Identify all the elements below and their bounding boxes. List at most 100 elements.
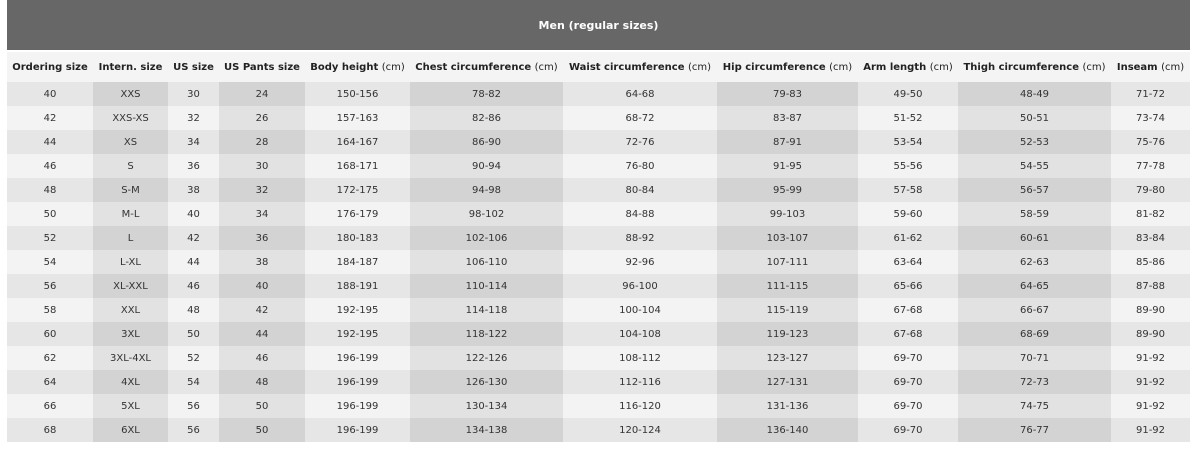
table-cell: 36 (219, 226, 305, 250)
table-cell: 34 (219, 202, 305, 226)
table-cell: 122-126 (410, 346, 563, 370)
table-cell: 114-118 (410, 298, 563, 322)
table-cell: 123-127 (717, 346, 858, 370)
column-label: Chest circumference (415, 61, 532, 73)
table-cell: 48-49 (958, 82, 1111, 106)
table-cell: 131-136 (717, 394, 858, 418)
table-cell: 56 (168, 418, 219, 442)
table-title: Men (regular sizes) (7, 0, 1190, 50)
column-header: Inseam (cm) (1111, 52, 1190, 82)
table-cell: 100-104 (563, 298, 717, 322)
table-cell: L (93, 226, 168, 250)
table-cell: 68 (7, 418, 93, 442)
table-cell: 75-76 (1111, 130, 1190, 154)
table-cell: 51-52 (858, 106, 958, 130)
table-cell: 63-64 (858, 250, 958, 274)
table-cell: 79-83 (717, 82, 858, 106)
table-cell: 44 (219, 322, 305, 346)
table-cell: 26 (219, 106, 305, 130)
table-cell: 5XL (93, 394, 168, 418)
table-row: 62 3XL-4XL 52 46 196-199 122-126 108-112 123-12… (7, 346, 1190, 370)
column-header: Ordering size (7, 52, 93, 82)
table-row: 46 S 36 30 168-171 90-94 76-80 91-95 55-56 54-55 7… (7, 154, 1190, 178)
table-cell: 83-87 (717, 106, 858, 130)
table-cell: 64-65 (958, 274, 1111, 298)
table-row: 52 L 42 36 180-183 102-106 88-92 103-107 61-62 60… (7, 226, 1190, 250)
table-cell: 66-67 (958, 298, 1111, 322)
table-cell: 94-98 (410, 178, 563, 202)
table-cell: 108-112 (563, 346, 717, 370)
table-cell: 48 (219, 370, 305, 394)
table-cell: 42 (219, 298, 305, 322)
table-cell: 88-92 (563, 226, 717, 250)
table-cell: 44 (7, 130, 93, 154)
table-cell: 30 (168, 82, 219, 106)
table-cell: 38 (168, 178, 219, 202)
column-label: Intern. size (98, 61, 163, 73)
table-cell: 134-138 (410, 418, 563, 442)
table-cell: 164-167 (305, 130, 410, 154)
table-cell: 91-92 (1111, 346, 1190, 370)
table-cell: 78-82 (410, 82, 563, 106)
column-unit: (cm) (687, 61, 712, 73)
table-cell: 67-68 (858, 298, 958, 322)
table-cell: 52-53 (958, 130, 1111, 154)
table-cell: 50 (168, 322, 219, 346)
table-cell: 157-163 (305, 106, 410, 130)
table-cell: 48 (168, 298, 219, 322)
table-cell: 69-70 (858, 418, 958, 442)
table-cell: 40 (168, 202, 219, 226)
table-cell: 76-77 (958, 418, 1111, 442)
table-cell: 65-66 (858, 274, 958, 298)
column-header: Intern. size (93, 52, 168, 82)
table-cell: XXS-XS (93, 106, 168, 130)
table-cell: 52 (168, 346, 219, 370)
table-cell: 87-91 (717, 130, 858, 154)
table-cell: 192-195 (305, 322, 410, 346)
table-cell: 40 (7, 82, 93, 106)
table-cell: 40 (219, 274, 305, 298)
table-row: 60 3XL 50 44 192-195 118-122 104-108 119-123 67-… (7, 322, 1190, 346)
table-cell: 58 (7, 298, 93, 322)
table-cell: L-XL (93, 250, 168, 274)
column-label: Thigh circumference (963, 61, 1080, 73)
table-cell: 3XL (93, 322, 168, 346)
table-cell: 99-103 (717, 202, 858, 226)
table-cell: 58-59 (958, 202, 1111, 226)
column-header: Thigh circumference (cm) (958, 52, 1111, 82)
table-cell: 79-80 (1111, 178, 1190, 202)
table-cell: 32 (168, 106, 219, 130)
table-cell: 96-100 (563, 274, 717, 298)
size-chart: Men (regular sizes) Ordering size Intern.… (7, 0, 1190, 442)
table-cell: 89-90 (1111, 298, 1190, 322)
table-cell: 150-156 (305, 82, 410, 106)
table-cell: 82-86 (410, 106, 563, 130)
table-row: 56 XL-XXL 46 40 188-191 110-114 96-100 111-115 6… (7, 274, 1190, 298)
table-cell: 46 (219, 346, 305, 370)
table-cell: 83-84 (1111, 226, 1190, 250)
table-cell: 73-74 (1111, 106, 1190, 130)
table-cell: 24 (219, 82, 305, 106)
table-cell: 87-88 (1111, 274, 1190, 298)
table-cell: XXL (93, 298, 168, 322)
table-cell: 86-90 (410, 130, 563, 154)
table-cell: 62-63 (958, 250, 1111, 274)
table-cell: 32 (219, 178, 305, 202)
table-cell: 69-70 (858, 394, 958, 418)
table-cell: 91-92 (1111, 418, 1190, 442)
column-header: US Pants size (219, 52, 305, 82)
table-cell: 91-92 (1111, 370, 1190, 394)
table-cell: 107-111 (717, 250, 858, 274)
table-cell: 69-70 (858, 370, 958, 394)
column-unit: (cm) (534, 61, 558, 73)
table-cell: S (93, 154, 168, 178)
table-cell: 49-50 (858, 82, 958, 106)
table-cell: 42 (7, 106, 93, 130)
column-label: US size (173, 61, 214, 73)
table-cell: 70-71 (958, 346, 1111, 370)
column-label: Arm length (863, 61, 927, 73)
table-cell: 176-179 (305, 202, 410, 226)
table-cell: 196-199 (305, 370, 410, 394)
column-unit: (cm) (1161, 61, 1185, 73)
